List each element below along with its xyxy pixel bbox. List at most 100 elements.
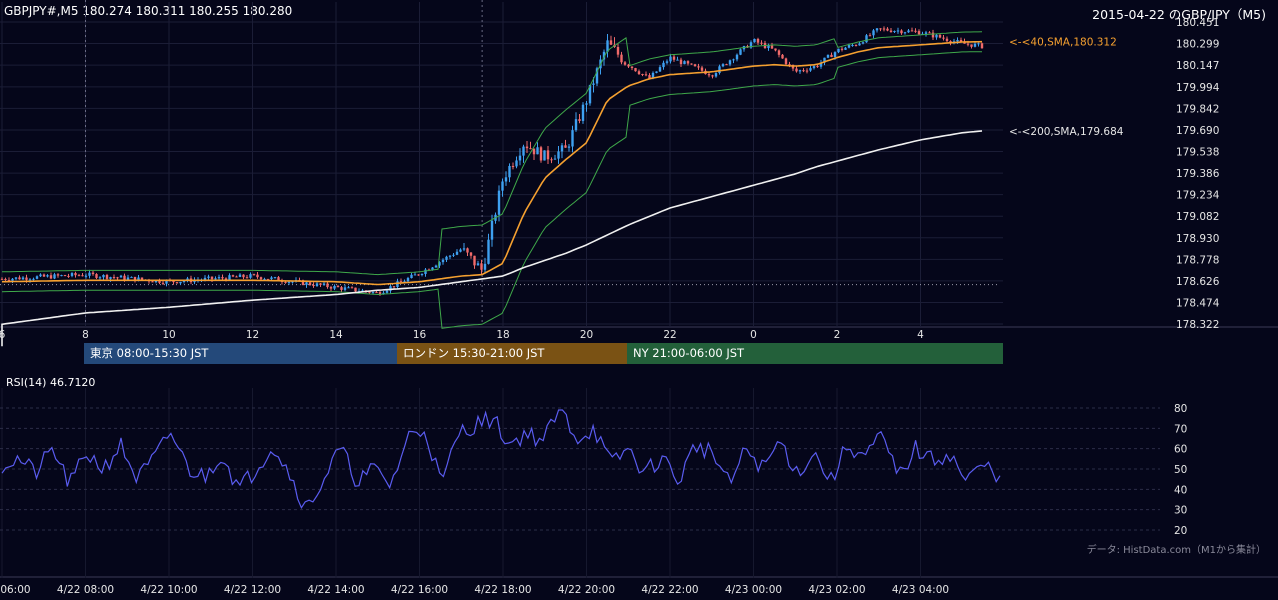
candle-body [326,283,329,288]
price-x-tick-label: 20 [580,329,593,341]
candle-body [462,248,466,250]
candle-body [588,84,592,104]
candle-body [760,42,763,44]
candle-body [259,277,263,280]
price-tick-label: 179.234 [1176,190,1220,202]
candle-body [256,274,259,278]
candle-body [665,61,669,63]
candle-body [319,283,322,285]
price-tick-label: 179.842 [1176,103,1219,115]
price-x-tick-label: 22 [663,329,676,341]
candle-body [445,256,448,260]
rsi-tick-label: 50 [1174,464,1187,476]
candle-body [676,59,679,61]
candle-body [224,278,228,281]
candle-body [539,147,543,161]
candle-body [161,282,165,284]
candle-body [903,32,907,34]
candle-body [798,70,802,72]
candle-body [375,292,378,294]
candle-body [221,277,224,279]
candle-body [270,277,273,280]
sma200-line [1,130,983,347]
candle-body [872,30,875,36]
candle-body [707,74,711,76]
price-tick-label: 179.386 [1176,168,1220,180]
candle-body [56,274,60,276]
candle-body [683,61,686,65]
candle-body [627,64,630,67]
candle-body [53,274,56,279]
candle-body [455,251,459,255]
candle-body [329,287,333,289]
rsi-tick-label: 80 [1174,403,1187,415]
price-tick-label: 178.778 [1176,254,1219,266]
candle-body [448,255,452,257]
candle-body [735,54,739,60]
price-x-tick-label: 2 [834,329,841,341]
candle-body [945,38,949,42]
candle-body [119,275,123,278]
price-x-tick-label: 10 [162,329,175,341]
source-note: データ: HistData.com（M1から集計） [1086,545,1266,556]
candle-body [396,281,399,287]
candle-body [452,254,455,256]
session-ny: NY 21:00-06:00 JST [627,343,1003,364]
candle-body [900,30,903,34]
candle-body [644,74,648,76]
candle-body [74,273,77,276]
price-tick-label: 179.082 [1176,211,1219,223]
candle-body [67,275,70,277]
bollinger-lower [1,51,982,329]
candle-body [245,277,249,279]
candle-body [777,50,781,55]
candle-body [49,275,53,279]
price-x-tick-label: 6 [0,329,6,341]
rsi-title: RSI(14) 46.7120 [6,376,96,389]
price-tick-label: 178.626 [1176,276,1220,288]
candle-body [77,275,81,277]
candle-body [11,278,14,281]
candle-body [410,274,413,279]
candle-body [585,103,588,105]
candle-body [32,278,35,280]
candle-body [907,30,910,33]
candle-body [476,263,480,266]
candle-body [749,42,753,48]
candle-body [28,279,32,281]
candle-body [84,275,88,277]
candle-body [672,56,676,60]
rsi-x-tick-label: 4/22 18:00 [474,584,531,596]
candle-body [42,274,46,277]
candle-body [403,281,406,283]
candle-body [630,66,634,69]
candle-body [210,276,214,280]
candle-body [697,66,700,68]
candle-body [819,62,823,67]
candle-body [830,54,833,58]
candle-body [252,274,256,276]
candle-body [574,119,578,131]
candle-body [508,165,511,178]
rsi-x-tick-label: 4/22 16:00 [391,584,448,596]
candle-body [578,119,581,121]
candle-body [18,277,21,280]
candle-body [686,61,690,64]
sma200-label: <-<200,SMA,179.684 [1009,126,1124,138]
candle-body [802,70,805,72]
candle-body [371,292,375,294]
candle-body [70,273,74,276]
candle-body [133,276,137,281]
price-x-tick-label: 18 [496,329,509,341]
sma40-line [2,40,983,286]
candle-body [823,57,826,63]
candle-body [214,278,217,280]
candle-body [137,277,140,281]
candle-body [935,34,938,38]
candle-body [805,70,809,72]
candle-body [966,43,970,45]
candle-body [893,31,896,33]
candle-body [896,30,900,32]
candle-body [203,277,207,280]
candle-body [637,71,641,75]
